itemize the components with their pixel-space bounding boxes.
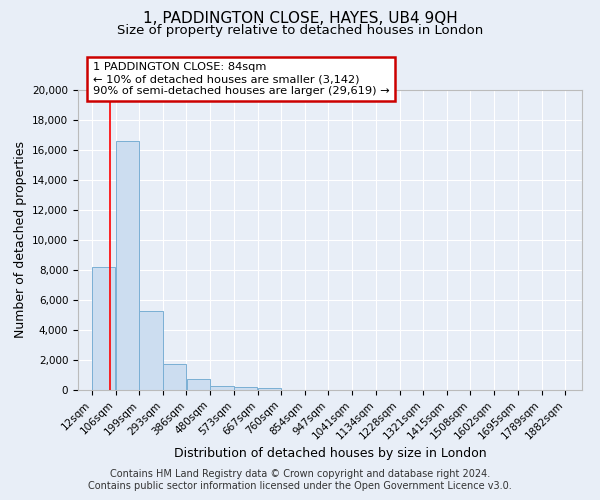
Bar: [234, 387, 257, 390]
Bar: [211, 386, 233, 390]
X-axis label: Distribution of detached houses by size in London: Distribution of detached houses by size …: [173, 447, 487, 460]
Bar: [163, 364, 187, 390]
Y-axis label: Number of detached properties: Number of detached properties: [14, 142, 26, 338]
Text: Contains HM Land Registry data © Crown copyright and database right 2024.
Contai: Contains HM Land Registry data © Crown c…: [88, 470, 512, 491]
Bar: [139, 310, 163, 390]
Bar: [258, 388, 281, 390]
Bar: [187, 379, 210, 390]
Text: 1 PADDINGTON CLOSE: 84sqm
← 10% of detached houses are smaller (3,142)
90% of se: 1 PADDINGTON CLOSE: 84sqm ← 10% of detac…: [93, 62, 389, 96]
Bar: [92, 267, 115, 390]
Text: Size of property relative to detached houses in London: Size of property relative to detached ho…: [117, 24, 483, 37]
Text: 1, PADDINGTON CLOSE, HAYES, UB4 9QH: 1, PADDINGTON CLOSE, HAYES, UB4 9QH: [143, 11, 457, 26]
Bar: [116, 141, 139, 390]
